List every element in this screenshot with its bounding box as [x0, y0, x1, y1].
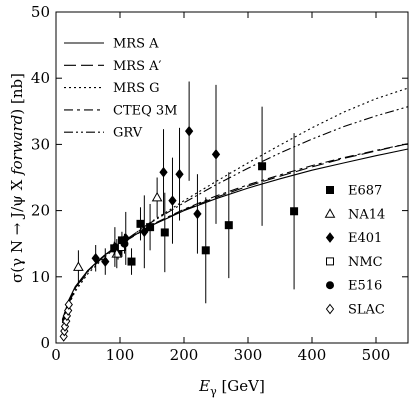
data-legend: E687 NA14 E401 NMC E516 SLAC: [324, 184, 385, 318]
data-point-e401: [91, 252, 100, 264]
data-point-e401: [110, 241, 120, 253]
data-point-e687: [136, 219, 145, 228]
data-point-e516: [120, 239, 129, 248]
y-axis-label: σ(γ N → J/ψ X forward) [nb]: [8, 73, 26, 283]
legend-label: CTEQ 3M: [113, 103, 177, 118]
y-tick-label: 0: [40, 334, 50, 352]
data-point-e401: [101, 256, 110, 267]
data-point-e687: [258, 162, 267, 171]
data-point-e687: [160, 228, 169, 237]
plot-frame: [55, 11, 409, 344]
y-tick-label: 50: [31, 3, 50, 21]
data-points: [59, 81, 299, 342]
data-point-e687: [146, 223, 155, 232]
legend-marker: [326, 281, 334, 290]
legend-marker: [326, 186, 334, 194]
data-point-e401: [168, 195, 177, 206]
legend-label: SLAC: [348, 303, 385, 318]
x-tick-label: 400: [298, 346, 327, 364]
data-point-e401: [175, 168, 184, 180]
data-point-slac: [64, 299, 73, 310]
legend-marker: [325, 232, 335, 243]
legend-label: MRS A: [113, 37, 159, 52]
legend-label: E687: [348, 184, 382, 199]
data-point-e401: [193, 208, 202, 220]
data-point-e401: [140, 226, 149, 238]
legend-marker: [326, 257, 334, 266]
data-point-e401: [184, 125, 194, 137]
curve-3: [61, 87, 409, 324]
legend-label: NA14: [348, 207, 385, 222]
data-point-na14: [73, 261, 84, 271]
legend-marker: [325, 303, 335, 315]
data-point-na14: [151, 191, 163, 202]
legend-label: NMC: [348, 255, 383, 270]
data-point-e687: [290, 207, 299, 216]
y-tick-label: 30: [31, 135, 50, 153]
data-point-e401: [211, 149, 221, 160]
legend-label: E516: [348, 279, 382, 294]
x-tick-label: 0: [51, 346, 61, 364]
x-tick-label: 300: [234, 346, 263, 364]
legend-label: MRS G: [113, 81, 160, 96]
legend-label: E401: [348, 231, 382, 246]
data-point-e401: [159, 166, 168, 178]
x-tick-label: 100: [106, 346, 135, 364]
y-tick-label: 10: [31, 268, 50, 286]
curve-legend: MRS A MRS A′ MRS G CTEQ 3M GRV: [64, 37, 177, 141]
legend-label: MRS A′: [113, 59, 162, 74]
legend-label: GRV: [113, 126, 143, 141]
x-axis-label: Eγ [GeV]: [198, 377, 265, 398]
y-tick-label: 40: [31, 69, 50, 87]
axis-ticks: 0 100 200 300 400 500 0 10 20 30 40 50: [31, 3, 408, 364]
data-point-e687: [127, 257, 136, 266]
data-point-e687: [224, 221, 233, 230]
y-tick-label: 20: [31, 202, 50, 220]
curve-4: [61, 143, 409, 320]
theory-curves: [61, 87, 409, 324]
x-tick-label: 200: [170, 346, 199, 364]
data-point-e687: [201, 246, 210, 255]
x-tick-label: 500: [362, 346, 391, 364]
legend-marker: [324, 208, 336, 218]
